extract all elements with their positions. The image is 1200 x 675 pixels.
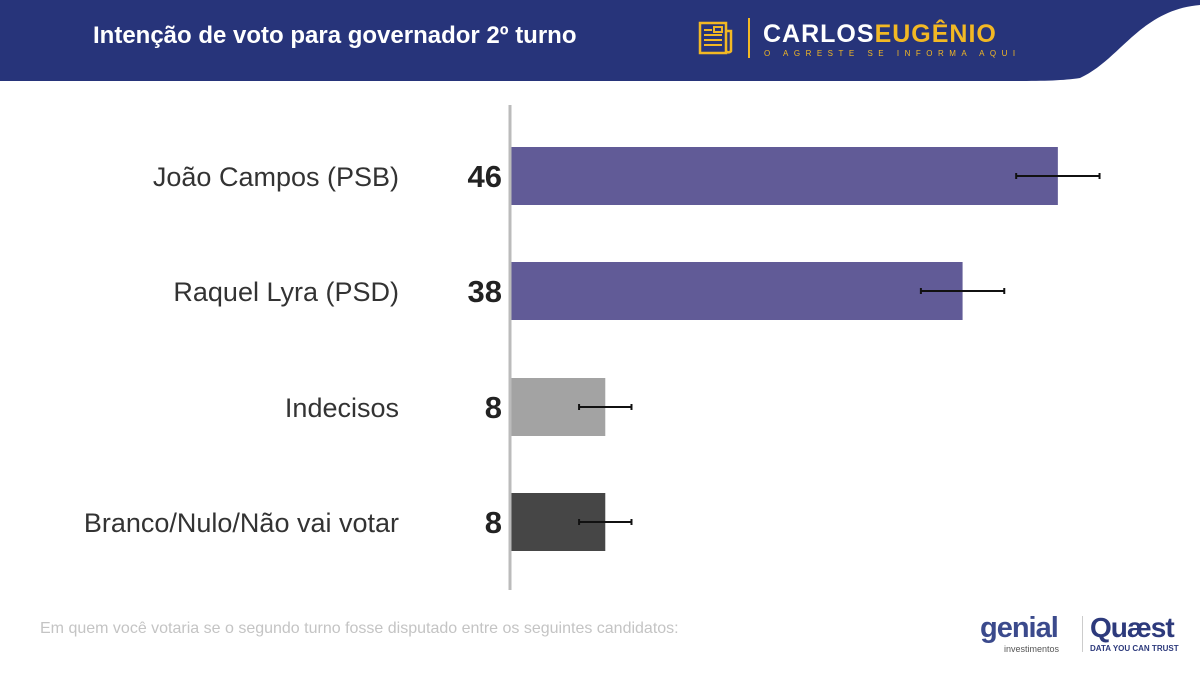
quaest-tagline: DATA YOU CAN TRUST [1090, 644, 1179, 653]
genial-subtitle: investimentos [1004, 644, 1060, 654]
newspaper-icon [698, 21, 733, 55]
bar [510, 147, 1058, 205]
category-label: Raquel Lyra (PSD) [173, 277, 399, 307]
quaest-logo: Quæst [1090, 612, 1175, 643]
category-label: Branco/Nulo/Não vai votar [84, 508, 399, 538]
page-title: Intenção de voto para governador 2º turn… [93, 22, 577, 49]
genial-logo: genial [980, 612, 1059, 644]
header-banner [0, 0, 1200, 81]
data-label: 38 [468, 274, 502, 309]
bar [510, 262, 963, 320]
data-label: 8 [485, 505, 502, 540]
data-label: 46 [468, 159, 502, 194]
data-label: 8 [485, 390, 502, 425]
category-label: Indecisos [285, 393, 399, 423]
brand-logo: CARLOSEUGÊNIO [763, 20, 997, 48]
survey-question: Em quem você votaria se o segundo turno … [40, 620, 679, 637]
logo-separator [1082, 616, 1083, 652]
logo-divider [748, 18, 750, 58]
category-label: João Campos (PSB) [153, 162, 399, 192]
brand-tagline: O AGRESTE SE INFORMA AQUI [764, 49, 1021, 58]
